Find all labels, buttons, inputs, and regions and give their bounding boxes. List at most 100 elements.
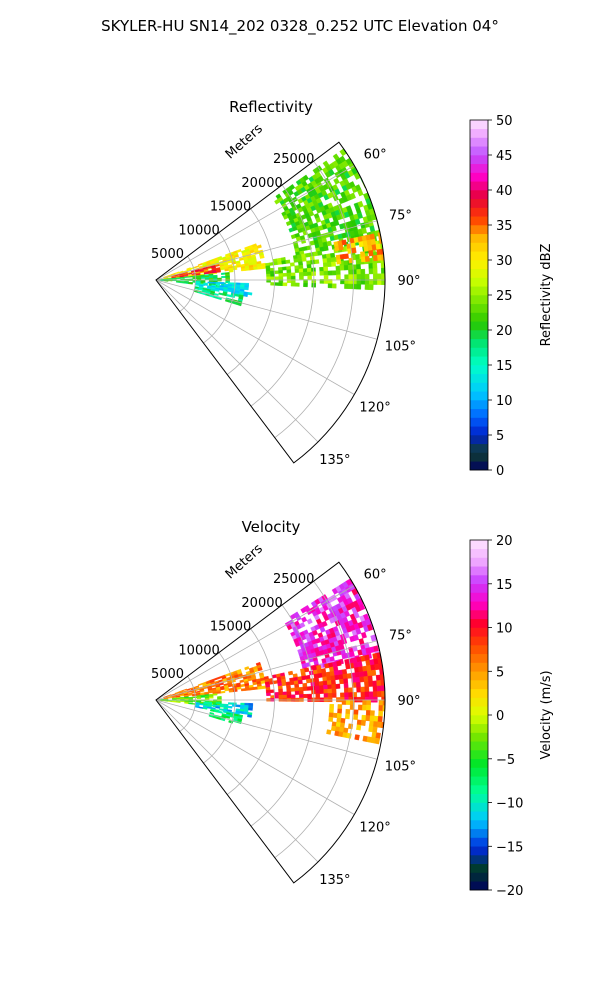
- echo-cell: [244, 666, 250, 671]
- echo-cell: [330, 675, 336, 681]
- echo-cell: [200, 695, 206, 698]
- echo-cell: [203, 268, 208, 271]
- echo-cell: [325, 671, 331, 677]
- colorbar-segment: [470, 785, 488, 795]
- colorbar-segment: [470, 706, 488, 716]
- echo-cell: [301, 257, 307, 262]
- echo-cell: [364, 654, 370, 662]
- colorbar-segment: [470, 242, 488, 252]
- echo-cell: [180, 700, 185, 703]
- echo-cell: [175, 701, 181, 704]
- echo-cell: [277, 260, 283, 265]
- echo-cell: [328, 716, 334, 722]
- echo-cell: [321, 254, 328, 260]
- echo-cell: [211, 281, 217, 284]
- echo-cell: [188, 282, 193, 285]
- echo-cell: [364, 681, 370, 688]
- echo-cell: [376, 685, 382, 692]
- echo-cell: [372, 726, 378, 733]
- echo-cell: [199, 703, 204, 706]
- echo-cell: [274, 695, 280, 699]
- echo-cell: [306, 264, 312, 269]
- echo-cell: [253, 266, 259, 270]
- azimuth-tick-label: 75°: [389, 629, 412, 644]
- echo-cell: [163, 280, 169, 282]
- echo-cell: [329, 703, 335, 709]
- echo-cell: [194, 284, 200, 287]
- echo-cell: [202, 707, 208, 710]
- echo-cell: [368, 284, 374, 291]
- echo-cell: [303, 693, 308, 699]
- echo-cell: [167, 280, 173, 282]
- echo-cell: [326, 257, 332, 263]
- echo-cell: [327, 688, 333, 694]
- colorbar-segment: [470, 163, 488, 173]
- colorbar-segment: [470, 347, 488, 357]
- colorbar-tick-label: 30: [496, 254, 513, 269]
- echo-cell: [306, 260, 312, 265]
- echo-cell: [331, 283, 337, 289]
- echo-cell: [314, 677, 320, 683]
- echo-cell: [266, 692, 271, 697]
- echo-cell: [175, 281, 181, 284]
- echo-cell: [343, 687, 349, 694]
- echo-cell: [239, 679, 245, 683]
- colorbar-tick-label: 0: [496, 709, 504, 724]
- range-ring: [250, 184, 315, 407]
- echo-cell: [238, 257, 244, 261]
- echo-cell: [343, 727, 349, 734]
- echo-cell: [219, 708, 224, 711]
- echo-cell: [329, 708, 334, 714]
- colorbar-segment: [470, 653, 488, 663]
- echo-cell: [348, 283, 353, 290]
- echo-cell: [327, 283, 333, 289]
- colorbar-segment: [470, 128, 488, 138]
- echo-cell: [204, 278, 210, 280]
- colorbar-segment: [470, 566, 488, 576]
- echo-cell: [208, 696, 214, 699]
- echo-cell: [239, 710, 245, 715]
- colorbar-tick-label: 0: [496, 464, 504, 479]
- echo-cell: [327, 684, 333, 690]
- colorbar-segment: [470, 461, 488, 471]
- azimuth-spoke: [155, 640, 378, 701]
- echo-cell: [336, 660, 342, 667]
- azimuth-spoke: [155, 165, 355, 281]
- echo-cell: [366, 704, 371, 711]
- echo-cell: [331, 692, 337, 698]
- echo-cell: [303, 271, 308, 277]
- echo-cell: [243, 293, 248, 298]
- echo-cell: [220, 690, 226, 694]
- echo-cell: [216, 691, 222, 694]
- colorbar-segment: [470, 671, 488, 681]
- colorbar-segment: [470, 802, 488, 812]
- colorbar-segment: [470, 837, 488, 847]
- echo-cell: [302, 268, 308, 273]
- colorbar-segment: [470, 277, 488, 287]
- sector-outline: [155, 141, 386, 464]
- echo-cell: [306, 618, 313, 625]
- echo-cell: [306, 686, 312, 691]
- echo-cell: [355, 254, 361, 260]
- echo-cell: [286, 275, 292, 280]
- echo-cell: [261, 685, 267, 690]
- colorbar-segment: [470, 225, 488, 235]
- azimuth-tick-label: 60°: [364, 568, 387, 583]
- range-axis-label: Meters: [223, 541, 266, 582]
- echo-cell: [192, 696, 198, 699]
- echo-cell: [336, 717, 342, 723]
- echo-cell: [358, 671, 365, 678]
- echo-cell: [256, 244, 262, 249]
- echo-cell: [349, 192, 356, 200]
- echo-cell: [278, 282, 284, 287]
- echo-cell: [184, 282, 189, 285]
- sector-outline: [155, 561, 386, 884]
- echo-cell: [206, 706, 212, 709]
- colorbar-segment: [470, 233, 488, 243]
- echo-cell: [348, 269, 353, 275]
- echo-cell: [338, 244, 344, 251]
- echo-cell: [299, 275, 304, 280]
- echo-cell: [317, 250, 323, 256]
- echo-cell: [351, 247, 357, 254]
- colorbar-label: Velocity (m/s): [539, 670, 554, 759]
